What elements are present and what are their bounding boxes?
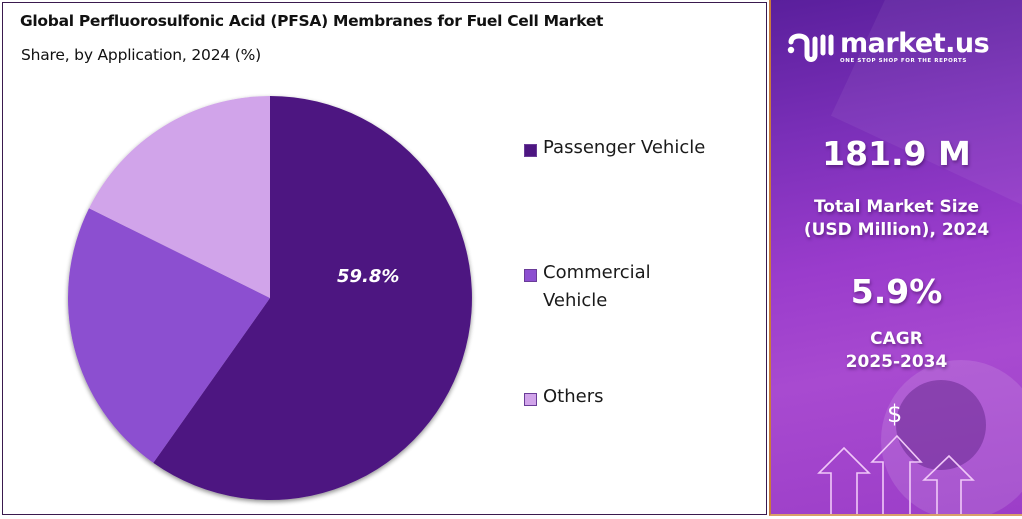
legend-swatch [524, 393, 537, 406]
pie-chart [67, 95, 472, 500]
legend-label: Commercial Vehicle [543, 262, 651, 311]
chart-subtitle: Share, by Application, 2024 (%) [21, 46, 261, 64]
legend-label: Passenger Vehicle [543, 137, 706, 158]
market-us-logo-icon [787, 33, 834, 62]
summary-panel: market.us ONE STOP SHOP FOR THE REPORTS … [769, 0, 1022, 516]
legend-item-commercial-vehicle[interactable]: Commercial Vehicle [524, 262, 651, 315]
growth-arrows-icon [817, 434, 975, 514]
pie-value-label: 59.8% [337, 266, 400, 287]
dollar-icon: $ [887, 400, 903, 428]
legend-item-others[interactable]: Others [524, 386, 604, 411]
background-shape [881, 360, 1022, 514]
brand-name: market.us [840, 28, 990, 59]
legend-swatch [524, 269, 537, 282]
brand-logo[interactable]: market.us ONE STOP SHOP FOR THE REPORTS [787, 28, 990, 64]
market-size-label: Total Market Size (USD Million), 2024 [803, 197, 990, 240]
cagr-label: CAGR 2025-2034 [845, 329, 948, 372]
legend-label: Others [543, 386, 604, 407]
brand-tagline: ONE STOP SHOP FOR THE REPORTS [840, 58, 967, 64]
legend-item-passenger-vehicle[interactable]: Passenger Vehicle [524, 137, 705, 162]
market-size-value: 181.9 M [822, 134, 971, 173]
pie-slice-passenger-vehicle[interactable] [153, 96, 472, 500]
chart-title: Global Perfluorosulfonic Acid (PFSA) Mem… [20, 12, 604, 30]
background-shape [896, 380, 986, 470]
legend-swatch [524, 144, 537, 157]
cagr-value: 5.9% [850, 272, 943, 311]
pie-slice-others[interactable] [89, 95, 270, 298]
pie-slice-commercial-vehicle[interactable] [67, 208, 270, 463]
